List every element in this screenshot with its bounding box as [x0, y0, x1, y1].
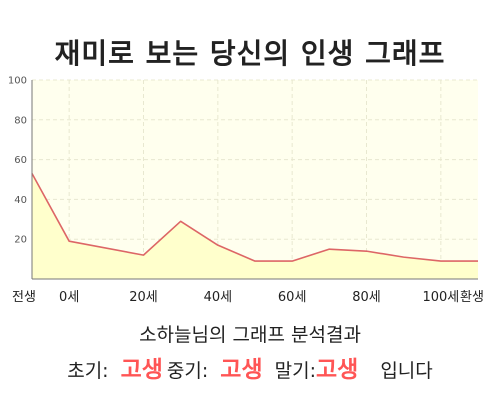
- late-stage-label: 말기:: [274, 360, 316, 382]
- analysis-result: 초기: 고생 중기: 고생 말기:고생 입니다: [0, 350, 500, 384]
- x-tick-label: 20세: [129, 290, 158, 305]
- y-tick-label: 100: [8, 76, 27, 87]
- analysis-summary: 소하늘님의 그래프 분석결과: [139, 324, 361, 346]
- page-title: 재미로 보는 당신의 인생 그래프: [54, 37, 446, 70]
- y-tick-label: 20: [14, 235, 27, 246]
- mid-stage-label: 중기:: [166, 360, 209, 382]
- x-tick-label: 0세: [59, 290, 79, 305]
- y-tick-label: 60: [14, 155, 27, 166]
- early-stage-label: 초기:: [67, 360, 109, 382]
- plot-background: [32, 80, 478, 279]
- late-stage-value: 고생: [316, 357, 359, 383]
- area-fill: [32, 173, 478, 279]
- axis-layer: [31, 80, 478, 280]
- x-tick-label: 80세: [352, 290, 381, 305]
- y-tick-label: 40: [14, 195, 27, 206]
- x-tick-label: 40세: [204, 290, 233, 305]
- x-tick-label: 100세: [422, 290, 459, 305]
- life-graph-chart: 20 40 60 80 100 전생 0세 20세 40세 60세 80세 100세 환생: [8, 76, 484, 306]
- grid-lines: [32, 79, 478, 279]
- series-line: [31, 173, 478, 262]
- x-tick-labels: 전생 0세 20세 40세 60세 80세 100세 환생: [12, 290, 484, 305]
- x-tick-label: 전생: [12, 290, 36, 305]
- area-layer: [31, 173, 478, 279]
- x-tick-label: 환생: [460, 290, 484, 305]
- y-tick-labels: 20 40 60 80 100: [8, 76, 27, 246]
- mid-stage-value: 고생: [220, 357, 263, 383]
- x-tick-label: 60세: [278, 290, 307, 305]
- early-stage-value: 고생: [120, 357, 163, 383]
- y-tick-label: 80: [14, 115, 27, 126]
- result-suffix: 입니다: [380, 360, 433, 382]
